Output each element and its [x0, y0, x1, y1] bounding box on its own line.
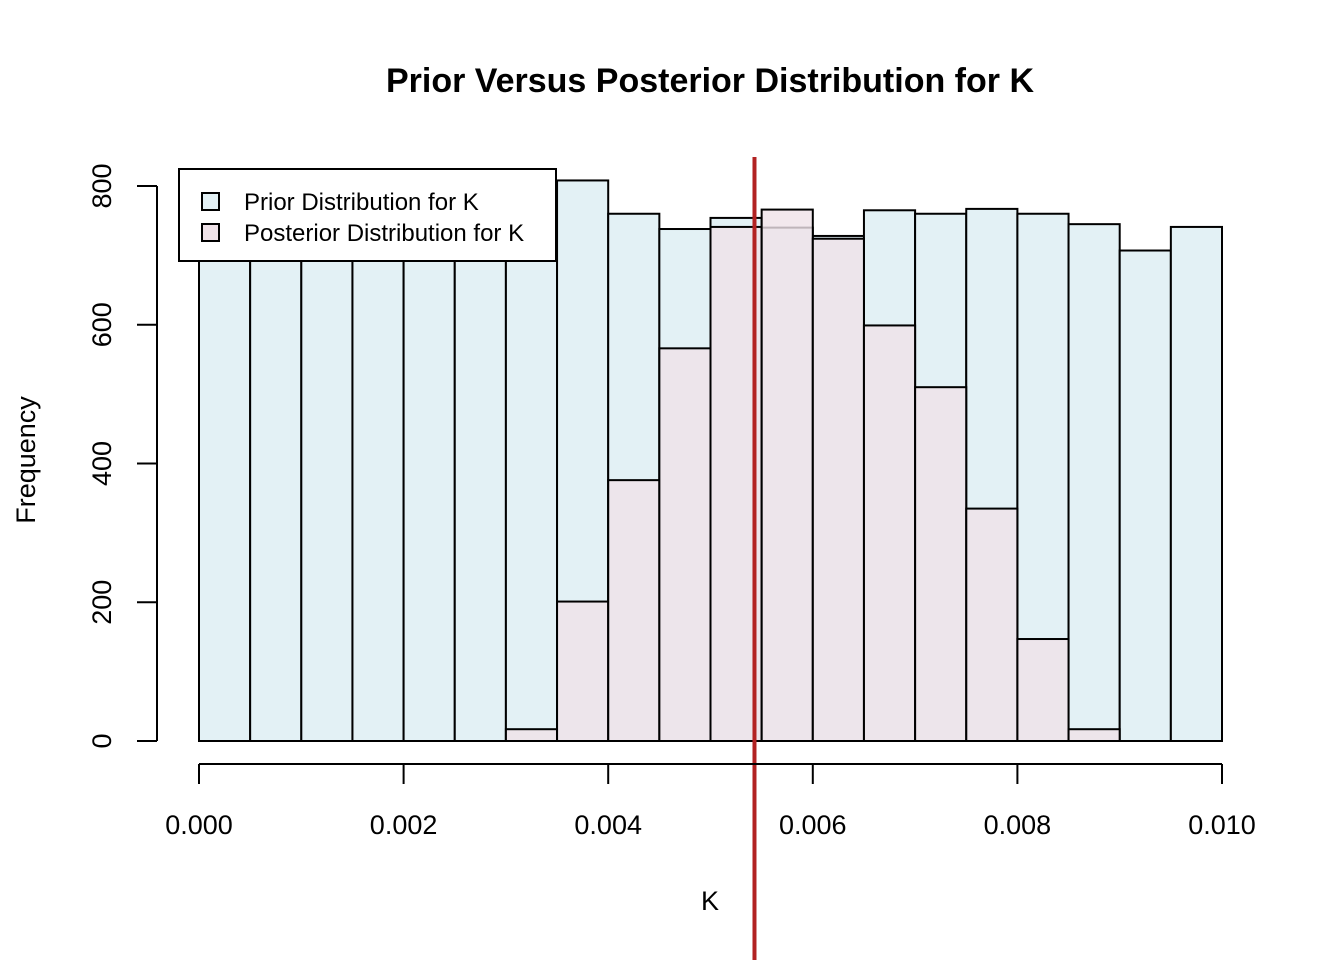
legend-swatch	[201, 192, 220, 211]
y-axis: 0 200 400 600 800	[87, 163, 158, 749]
x-tick-label: 0.008	[984, 810, 1052, 840]
x-tick-label: 0.006	[779, 810, 847, 840]
posterior-bar	[658, 347, 712, 742]
legend-box	[178, 168, 557, 262]
x-tick-label: 0.004	[574, 810, 642, 840]
prior-bar	[402, 216, 456, 742]
prior-bar	[249, 223, 303, 742]
posterior-bar	[1016, 638, 1070, 742]
posterior-bar	[504, 728, 559, 742]
prior-bar	[300, 212, 354, 742]
posterior-bar	[811, 237, 865, 742]
x-tick-label: 0.002	[370, 810, 438, 840]
x-axis-label: K	[701, 886, 719, 916]
chart-title: Prior Versus Posterior Distribution for …	[386, 62, 1034, 100]
prior-bar	[351, 226, 405, 742]
x-tick-label: 0.000	[165, 810, 233, 840]
legend: Prior Distribution for K Posterior Distri…	[178, 168, 557, 262]
prior-bar	[1067, 223, 1121, 742]
prior-bar	[453, 230, 507, 742]
posterior-bar	[1067, 728, 1121, 742]
posterior-bar	[760, 208, 814, 742]
posterior-bar	[965, 507, 1019, 742]
x-axis: 0.000 0.002 0.004 0.006 0.008 0.010	[165, 763, 1256, 840]
y-tick-label: 200	[87, 580, 117, 625]
legend-label: Posterior Distribution for K	[244, 220, 524, 247]
y-axis-label: Frequency	[11, 396, 41, 524]
prior-bar	[504, 219, 559, 742]
prior-bar	[1118, 249, 1172, 743]
y-tick-label: 0	[87, 733, 117, 748]
posterior-bar	[607, 479, 661, 742]
posterior-bar	[862, 324, 917, 742]
prior-bar	[1169, 225, 1223, 742]
prior-bar	[198, 240, 252, 742]
y-tick-label: 600	[87, 302, 117, 347]
x-tick-label: 0.010	[1188, 810, 1256, 840]
posterior-bar	[914, 386, 968, 742]
y-tick-label: 800	[87, 163, 117, 208]
legend-swatch	[201, 223, 220, 242]
posterior-bars	[504, 208, 1121, 743]
y-tick-label: 400	[87, 441, 117, 486]
posterior-bar	[556, 600, 610, 743]
legend-label: Prior Distribution for K	[244, 189, 479, 216]
